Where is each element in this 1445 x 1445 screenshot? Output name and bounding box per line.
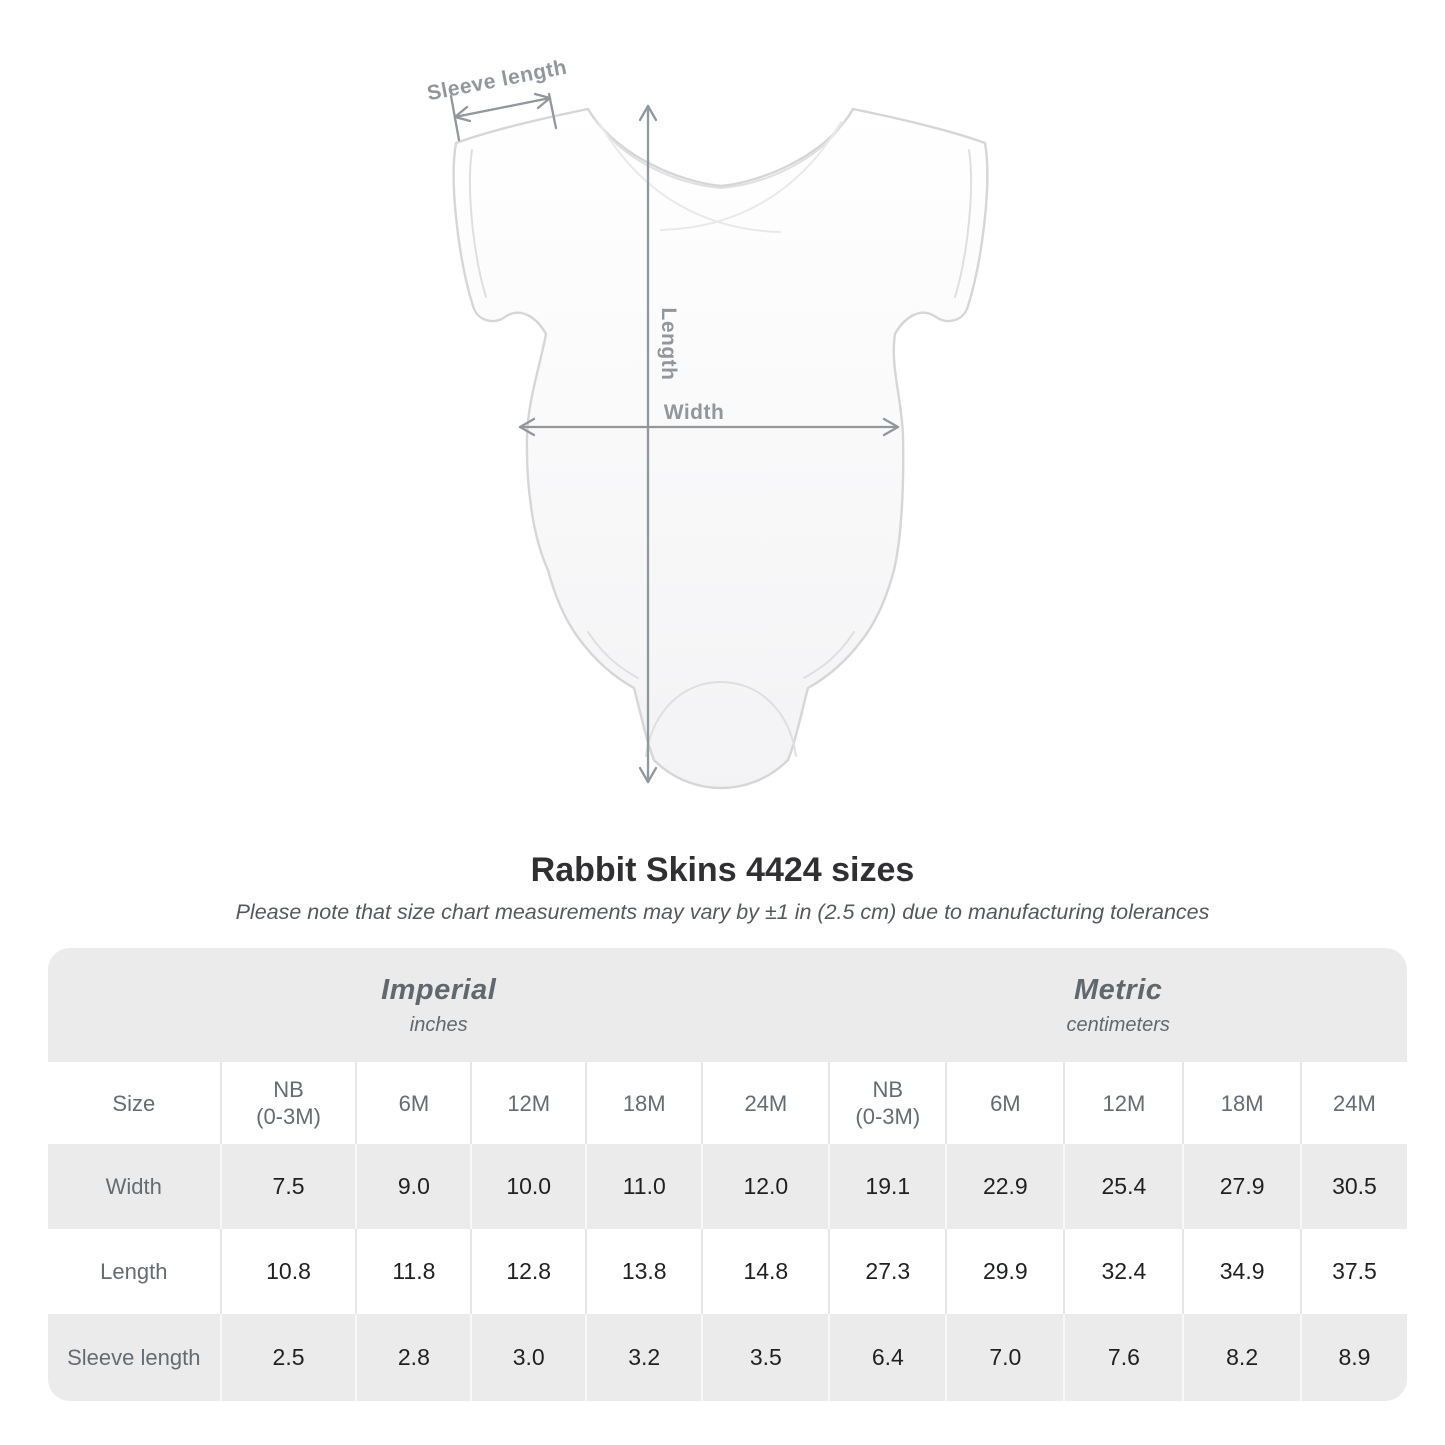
onesie-graphic [452,107,989,790]
column-header-metric-12m: 12M [1063,1062,1184,1144]
sleeve-metric-18m: 8.2 [1182,1314,1301,1401]
length-imperial-24m: 14.8 [701,1229,830,1314]
width-metric-6m: 22.9 [945,1144,1065,1229]
row-label-length: Length [100,1258,168,1284]
column-header-imperial-12m: 12M [470,1062,587,1144]
sleeve-imperial-18m: 3.2 [585,1314,703,1401]
column-header-row: Size NB (0-3M) 6M 12M 18M 24M NB (0-3M) … [48,1062,1407,1144]
size-table: Imperial inches Metric centimeters Size … [48,948,1407,1401]
width-imperial-18m: 11.0 [585,1144,703,1229]
length-metric-24m: 37.5 [1299,1229,1407,1314]
width-metric-nb: 19.1 [828,1144,947,1229]
row-label-sleeve-length: Sleeve length [67,1344,201,1370]
right-flap-seam [660,121,842,231]
width-imperial-12m: 10.0 [470,1144,587,1229]
metric-group-label: Metric [1073,973,1163,1006]
width-metric-18m: 27.9 [1182,1144,1301,1229]
size-table-container: Imperial inches Metric centimeters Size … [48,948,1407,1401]
sleeve-imperial-12m: 3.0 [470,1314,587,1401]
width-imperial-24m: 12.0 [701,1144,830,1229]
column-header-metric-6m: 6M [945,1062,1065,1144]
imperial-group-unit: inches [409,1013,468,1036]
column-header-imperial-24m: 24M [701,1062,830,1144]
left-leg-binding [587,631,639,679]
row-label-width: Width [105,1173,162,1199]
column-header-imperial-nb: NB (0-3M) [219,1062,357,1144]
length-metric-18m: 34.9 [1182,1229,1301,1314]
unit-group-header-row: Imperial inches Metric centimeters [48,948,1407,1062]
column-header-metric-24m: 24M [1299,1062,1407,1144]
length-imperial-nb: 10.8 [219,1229,357,1314]
table-row-length: Length 10.8 11.8 12.8 13.8 14.8 27.3 29.… [48,1229,1407,1314]
bodysuit-measurement-diagram: Sleeve length Length Width [425,56,989,790]
width-label: Width [664,401,725,424]
column-header-imperial-18m: 18M [585,1062,703,1144]
column-header-metric-nb: NB (0-3M) [828,1062,947,1144]
size-corner-header: Size [112,1090,156,1116]
onesie-outline [452,107,989,790]
table-row-width: Width 7.5 9.0 10.0 11.0 12.0 19.1 22.9 2… [48,1144,1407,1229]
length-metric-6m: 29.9 [945,1229,1065,1314]
length-imperial-18m: 13.8 [585,1229,703,1314]
width-metric-24m: 30.5 [1299,1144,1407,1229]
left-flap-seam [599,123,781,233]
left-sleeve-hem [468,149,487,298]
width-imperial-6m: 9.0 [355,1144,472,1229]
sleeve-imperial-24m: 3.5 [701,1314,830,1401]
length-imperial-12m: 12.8 [470,1229,587,1314]
sleeve-imperial-6m: 2.8 [355,1314,472,1401]
crotch-flap-seam [645,680,797,757]
length-arrow [638,104,658,784]
page-title: Rabbit Skins 4424 sizes [530,851,915,889]
neck-trim-seam [595,119,846,190]
sleeve-metric-12m: 7.6 [1063,1314,1184,1401]
metric-group-unit: centimeters [1066,1013,1170,1036]
heading-block: Rabbit Skins 4424 sizes Please note that… [235,851,1210,924]
length-imperial-6m: 11.8 [355,1229,472,1314]
sleeve-metric-nb: 6.4 [828,1314,947,1401]
length-label: Length [657,308,680,381]
right-leg-binding [803,631,855,679]
width-arrow [518,417,900,437]
sleeve-length-arrow [449,92,558,142]
width-metric-12m: 25.4 [1063,1144,1184,1229]
imperial-group-label: Imperial [381,973,497,1006]
sleeve-imperial-nb: 2.5 [219,1314,357,1401]
sleeve-metric-6m: 7.0 [945,1314,1065,1401]
length-metric-nb: 27.3 [828,1229,947,1314]
page-subtitle: Please note that size chart measurements… [235,900,1210,924]
metric-group-header: Metric centimeters [829,948,1407,1062]
right-sleeve-hem [954,149,973,298]
width-imperial-nb: 7.5 [219,1144,357,1229]
column-header-metric-18m: 18M [1182,1062,1301,1144]
sleeve-metric-24m: 8.9 [1299,1314,1407,1401]
column-header-imperial-6m: 6M [355,1062,472,1144]
table-row-sleeve-length: Sleeve length 2.5 2.8 3.0 3.2 3.5 6.4 7.… [48,1314,1407,1401]
imperial-group-header: Imperial inches [48,948,829,1062]
length-metric-12m: 32.4 [1063,1229,1184,1314]
